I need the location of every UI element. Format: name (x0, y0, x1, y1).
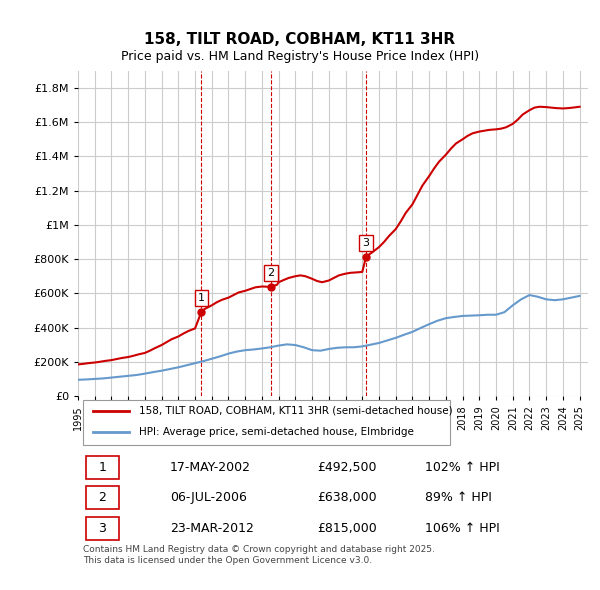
Text: £638,000: £638,000 (318, 491, 377, 504)
Text: 89% ↑ HPI: 89% ↑ HPI (425, 491, 491, 504)
Text: 106% ↑ HPI: 106% ↑ HPI (425, 522, 500, 535)
Text: Price paid vs. HM Land Registry's House Price Index (HPI): Price paid vs. HM Land Registry's House … (121, 50, 479, 63)
Text: 23-MAR-2012: 23-MAR-2012 (170, 522, 254, 535)
FancyBboxPatch shape (86, 517, 119, 540)
Text: £492,500: £492,500 (318, 461, 377, 474)
FancyBboxPatch shape (83, 399, 450, 445)
Text: 3: 3 (98, 522, 106, 535)
Text: £815,000: £815,000 (318, 522, 377, 535)
Text: 158, TILT ROAD, COBHAM, KT11 3HR (semi-detached house): 158, TILT ROAD, COBHAM, KT11 3HR (semi-d… (139, 406, 453, 415)
Text: 1: 1 (98, 461, 106, 474)
Text: HPI: Average price, semi-detached house, Elmbridge: HPI: Average price, semi-detached house,… (139, 428, 414, 438)
Text: 3: 3 (362, 238, 370, 248)
FancyBboxPatch shape (86, 455, 119, 478)
FancyBboxPatch shape (86, 486, 119, 509)
Text: 1: 1 (198, 293, 205, 303)
Text: 17-MAY-2002: 17-MAY-2002 (170, 461, 251, 474)
Text: 158, TILT ROAD, COBHAM, KT11 3HR: 158, TILT ROAD, COBHAM, KT11 3HR (145, 32, 455, 47)
Text: 2: 2 (98, 491, 106, 504)
Text: 102% ↑ HPI: 102% ↑ HPI (425, 461, 500, 474)
Text: 2: 2 (267, 268, 274, 278)
Text: 06-JUL-2006: 06-JUL-2006 (170, 491, 247, 504)
Text: Contains HM Land Registry data © Crown copyright and database right 2025.
This d: Contains HM Land Registry data © Crown c… (83, 545, 435, 565)
